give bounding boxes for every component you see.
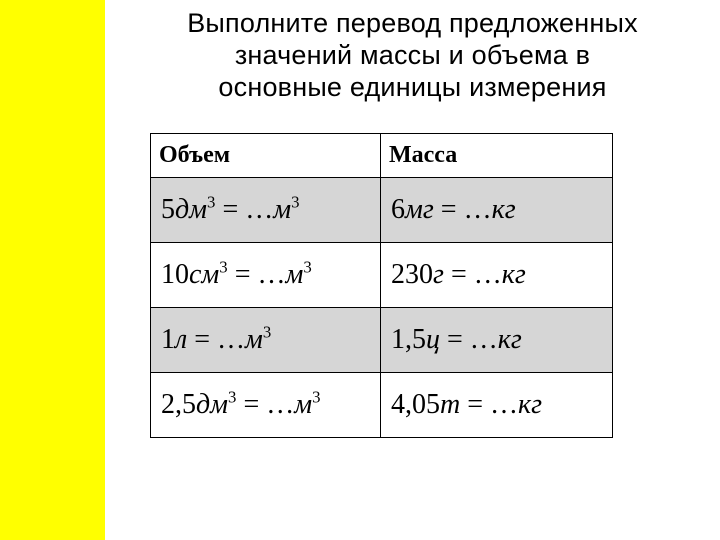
table-row: 5дм3 = …м3 6мг = …кг [151, 178, 613, 243]
cell-volume: 10см3 = …м3 [151, 243, 381, 308]
header-mass: Масса [381, 134, 613, 178]
cell-volume: 5дм3 = …м3 [151, 178, 381, 243]
title-line-3: основные единицы измерения [218, 72, 606, 102]
conversion-table: Объем Масса 5дм3 = …м3 6мг = …кг 10см3 =… [150, 133, 613, 438]
table-header-row: Объем Масса [151, 134, 613, 178]
table-row: 2,5дм3 = …м3 4,05т = …кг [151, 373, 613, 438]
cell-mass: 1,5ц = …кг [381, 308, 613, 373]
slide-content: Выполните перевод предложенных значений … [105, 0, 720, 540]
yellow-sidebar [0, 0, 105, 540]
cell-volume: 1л = …м3 [151, 308, 381, 373]
cell-mass: 230г = …кг [381, 243, 613, 308]
cell-mass: 4,05т = …кг [381, 373, 613, 438]
title-line-2: значений массы и объема в [235, 40, 590, 70]
table-row: 1л = …м3 1,5ц = …кг [151, 308, 613, 373]
cell-volume: 2,5дм3 = …м3 [151, 373, 381, 438]
table-row: 10см3 = …м3 230г = …кг [151, 243, 613, 308]
title-line-1: Выполните перевод предложенных [187, 8, 638, 38]
slide-title: Выполните перевод предложенных значений … [105, 8, 720, 104]
cell-mass: 6мг = …кг [381, 178, 613, 243]
header-volume: Объем [151, 134, 381, 178]
